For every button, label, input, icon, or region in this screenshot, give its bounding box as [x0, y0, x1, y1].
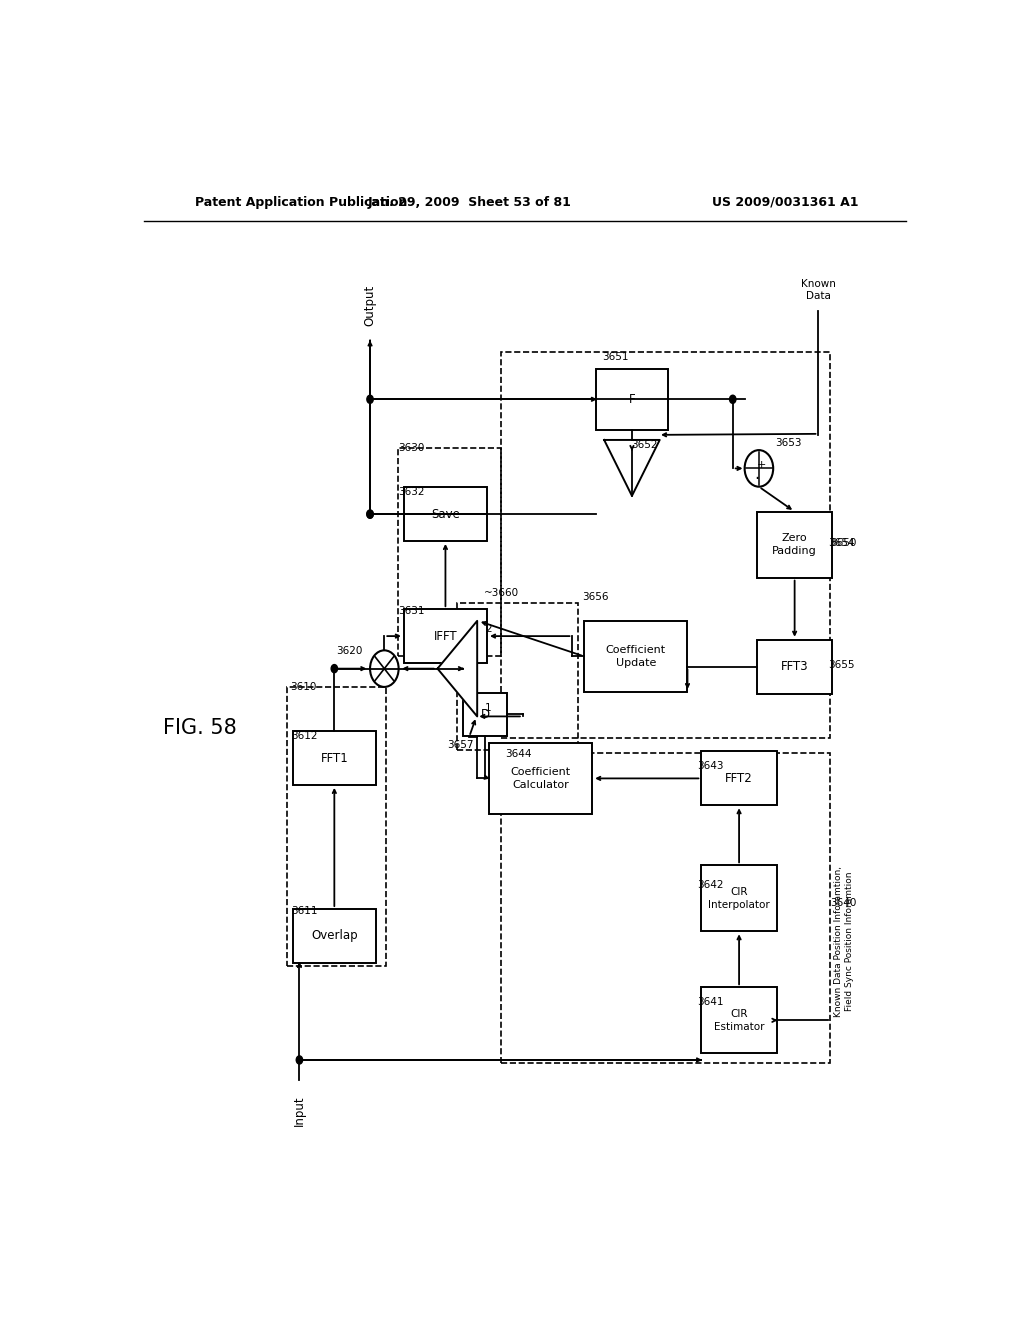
Text: ~3660: ~3660 [483, 589, 519, 598]
Text: 3631: 3631 [398, 606, 425, 615]
Text: Save: Save [431, 508, 460, 520]
Text: Patent Application Publication: Patent Application Publication [196, 195, 408, 209]
FancyBboxPatch shape [757, 512, 833, 578]
FancyBboxPatch shape [701, 866, 777, 932]
Circle shape [367, 395, 373, 404]
Text: FFT1: FFT1 [321, 751, 348, 764]
Text: Known
Data: Known Data [801, 279, 836, 301]
Text: 3653: 3653 [775, 438, 802, 447]
Text: 3612: 3612 [291, 731, 317, 741]
Circle shape [296, 1056, 303, 1064]
Text: 3640: 3640 [830, 899, 857, 908]
Text: 3652: 3652 [632, 440, 658, 450]
Text: FFT2: FFT2 [725, 772, 753, 785]
Circle shape [367, 510, 373, 519]
Text: 3643: 3643 [696, 762, 723, 771]
FancyBboxPatch shape [403, 609, 487, 663]
Text: 3642: 3642 [696, 880, 723, 890]
Text: 3651: 3651 [602, 351, 629, 362]
Text: 3620: 3620 [336, 647, 362, 656]
Text: 3654: 3654 [828, 537, 854, 548]
FancyBboxPatch shape [757, 640, 833, 693]
Text: 3610: 3610 [290, 682, 316, 692]
Text: Coefficient
Calculator: Coefficient Calculator [511, 767, 570, 789]
Polygon shape [604, 440, 659, 496]
Text: 3611: 3611 [291, 906, 317, 916]
Text: Overlap: Overlap [311, 929, 357, 942]
Text: CIR
Interpolator: CIR Interpolator [709, 887, 770, 909]
Text: Output: Output [364, 285, 377, 326]
Text: US 2009/0031361 A1: US 2009/0031361 A1 [712, 195, 858, 209]
Text: D: D [480, 708, 489, 721]
Text: Input: Input [293, 1096, 306, 1126]
Circle shape [367, 510, 373, 519]
Text: 3656: 3656 [582, 593, 608, 602]
Text: 3644: 3644 [505, 748, 531, 759]
FancyBboxPatch shape [403, 487, 487, 541]
Text: FFT3: FFT3 [781, 660, 808, 673]
FancyBboxPatch shape [293, 909, 376, 962]
Text: 2: 2 [485, 624, 492, 634]
Circle shape [331, 664, 338, 673]
Text: Jan. 29, 2009  Sheet 53 of 81: Jan. 29, 2009 Sheet 53 of 81 [368, 195, 571, 209]
Circle shape [729, 395, 736, 404]
Text: 3657: 3657 [447, 741, 474, 750]
Text: CIR
Estimator: CIR Estimator [714, 1008, 764, 1031]
Text: Coefficient
Update: Coefficient Update [606, 645, 666, 668]
Polygon shape [437, 620, 477, 717]
Text: 3655: 3655 [828, 660, 854, 669]
FancyBboxPatch shape [701, 751, 777, 805]
FancyBboxPatch shape [585, 620, 687, 692]
Text: FIG. 58: FIG. 58 [163, 718, 237, 738]
Text: ·: · [755, 470, 760, 487]
Text: Field Sync Position Inforamtion: Field Sync Position Inforamtion [846, 871, 854, 1011]
FancyBboxPatch shape [489, 743, 592, 814]
FancyBboxPatch shape [596, 368, 668, 430]
FancyBboxPatch shape [463, 693, 507, 737]
FancyBboxPatch shape [701, 987, 777, 1053]
Text: 1: 1 [485, 704, 492, 713]
Text: 3632: 3632 [398, 487, 425, 496]
Text: 3630: 3630 [398, 444, 425, 453]
Text: +: + [757, 461, 766, 470]
Text: Zero
Padding: Zero Padding [772, 533, 817, 556]
Text: Known Data Position Inforamtion,: Known Data Position Inforamtion, [835, 866, 844, 1016]
Text: F: F [629, 393, 635, 405]
Text: 3650: 3650 [830, 537, 857, 548]
FancyBboxPatch shape [293, 731, 376, 785]
Text: IFFT: IFFT [433, 630, 458, 643]
Text: 3641: 3641 [696, 997, 723, 1007]
